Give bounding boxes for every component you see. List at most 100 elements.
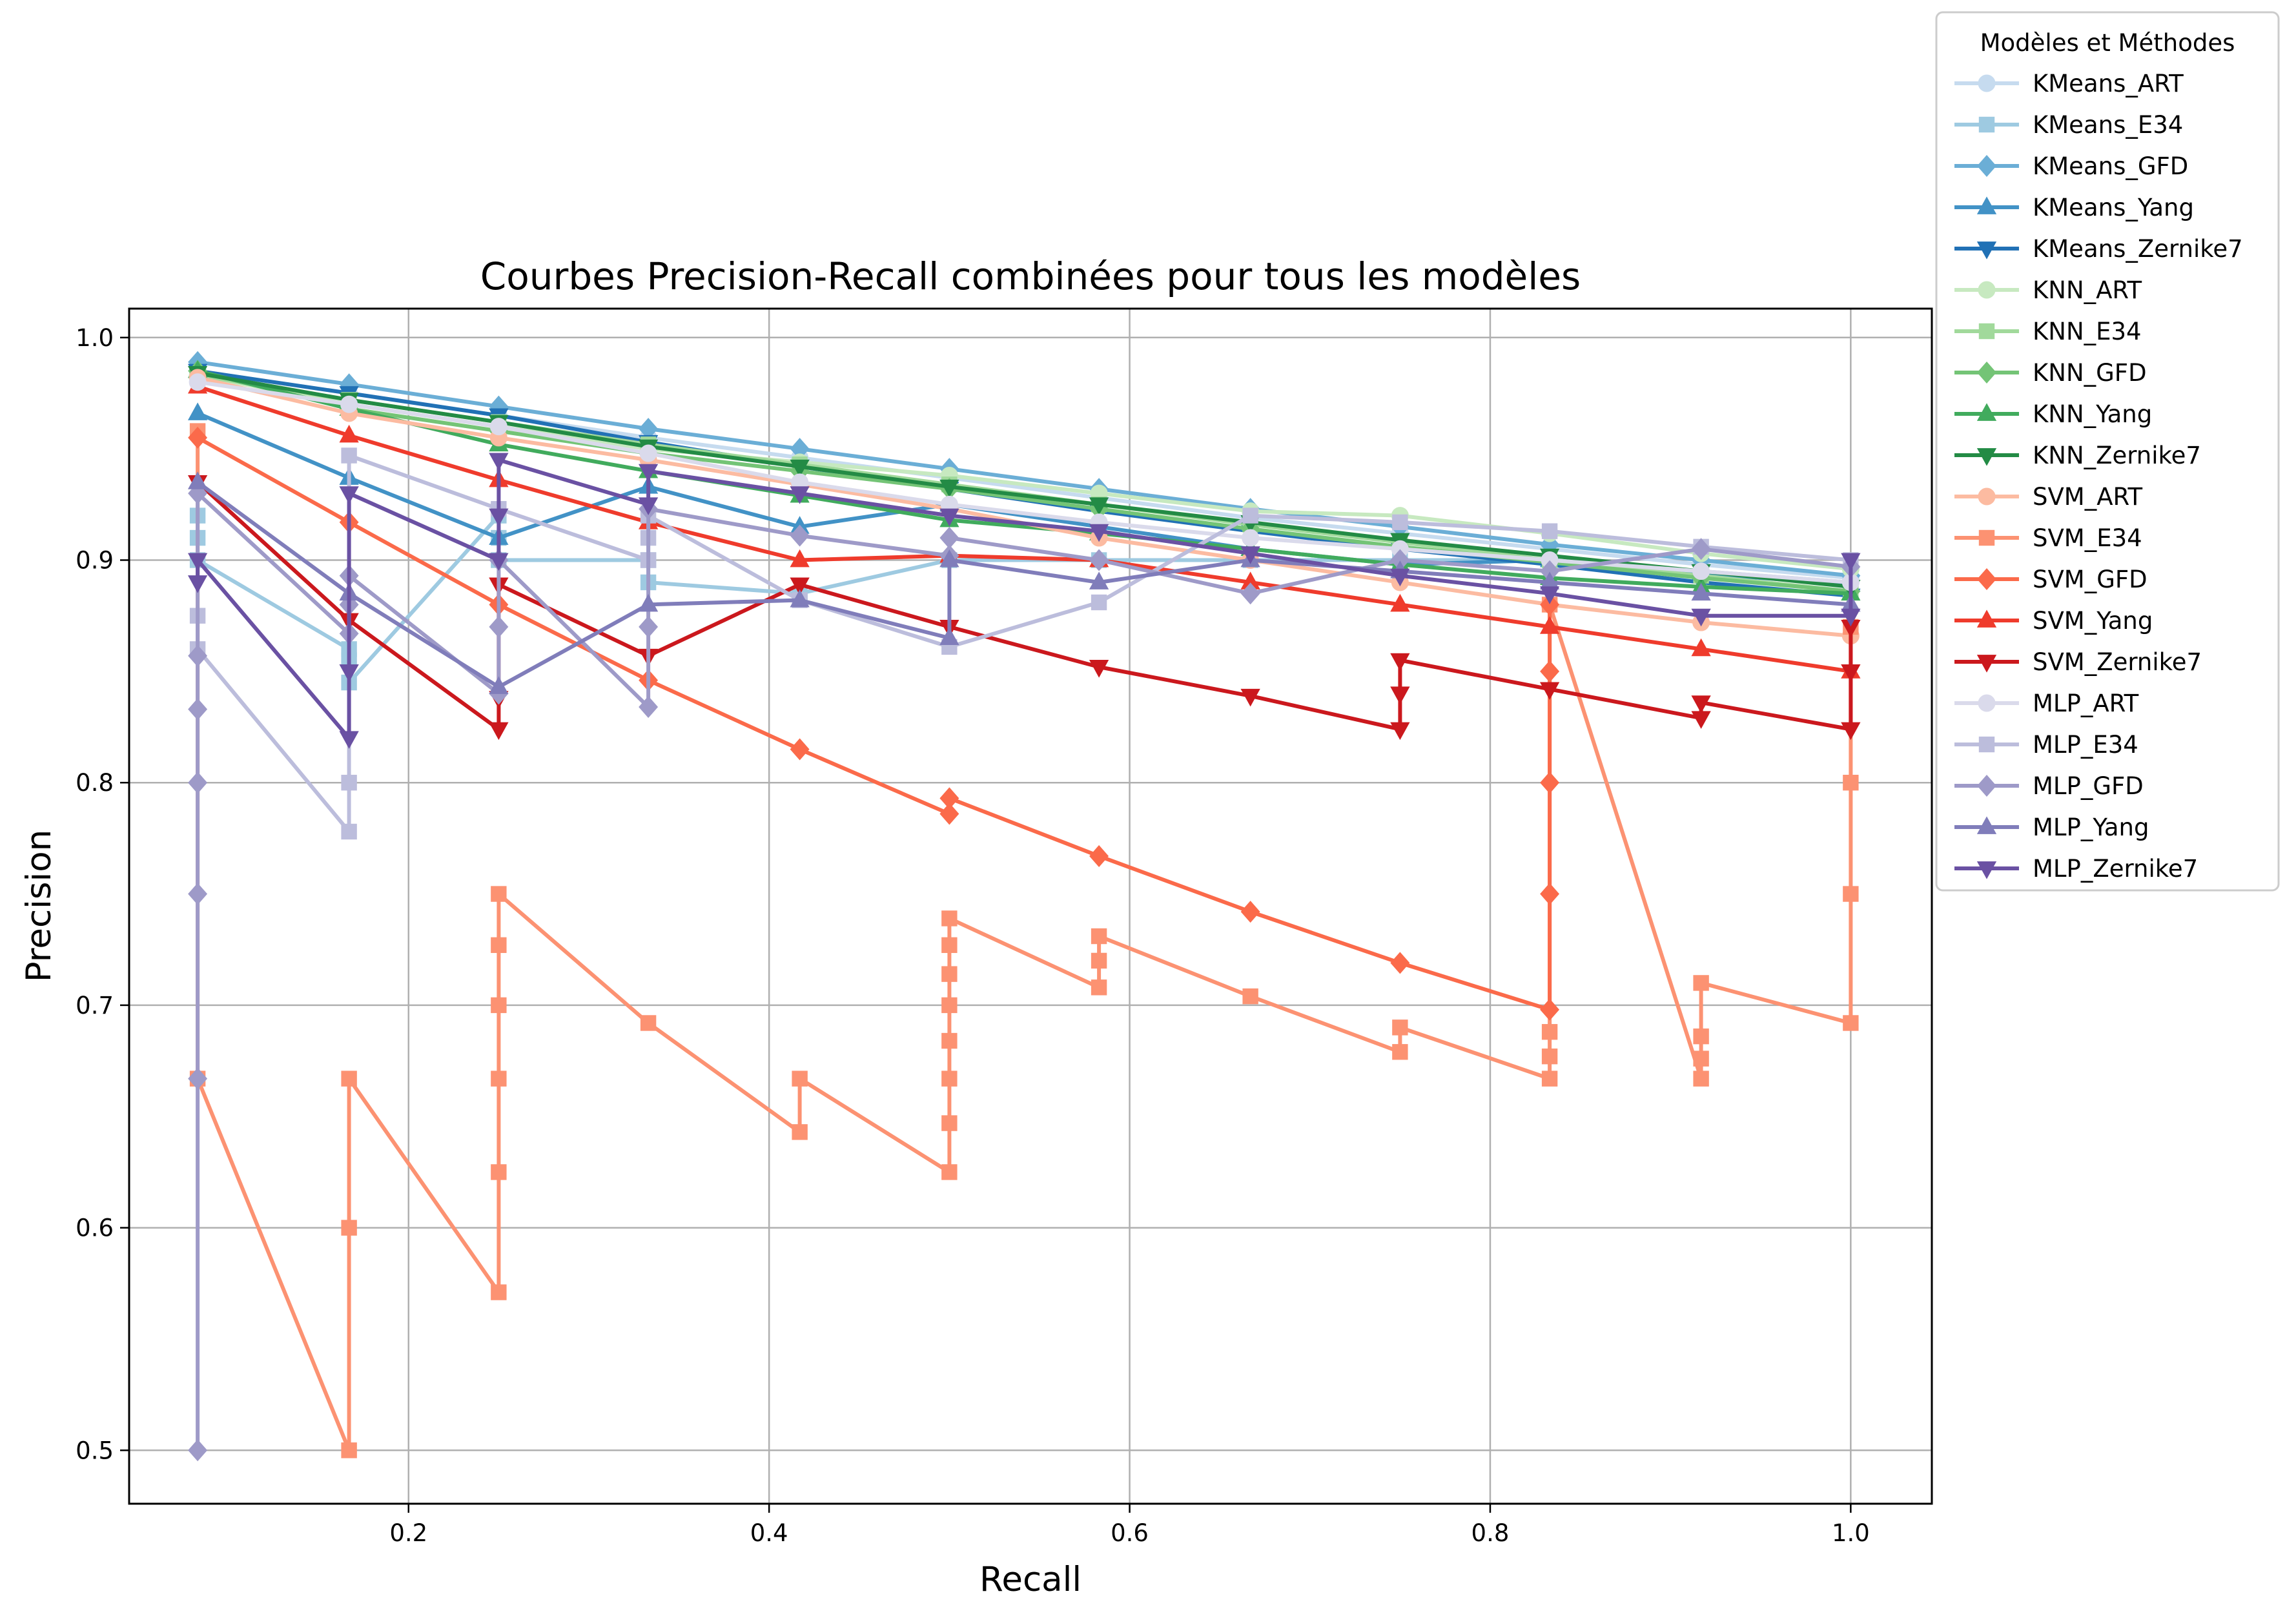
legend-marker <box>1977 568 1996 591</box>
data-point <box>941 1070 958 1087</box>
series-line <box>197 369 1851 593</box>
data-point <box>1089 524 1109 542</box>
series-line <box>197 380 1851 584</box>
legend-item: MLP_ART <box>1954 690 2139 717</box>
data-point <box>1841 608 1861 627</box>
legend-item: KMeans_Zernike7 <box>1954 235 2243 263</box>
data-point <box>1691 608 1711 627</box>
legend-label: KMeans_Yang <box>2033 194 2194 221</box>
legend-label: KNN_GFD <box>2033 359 2147 387</box>
legend-marker <box>1978 281 1996 299</box>
legend-item: KMeans_Yang <box>1954 194 2194 221</box>
legend-label: KNN_E34 <box>2033 318 2142 345</box>
legend-marker <box>1978 487 1996 506</box>
legend-marker <box>1977 154 1996 178</box>
data-point <box>1691 538 1711 560</box>
legend-marker <box>1978 74 1996 92</box>
data-point <box>1390 568 1410 587</box>
x-tick-label: 0.4 <box>750 1519 788 1547</box>
legend-item: MLP_E34 <box>1954 731 2138 759</box>
data-point <box>339 731 359 749</box>
data-point <box>489 418 507 436</box>
data-point <box>939 527 959 549</box>
legend-item: SVM_E34 <box>1954 524 2142 552</box>
data-point <box>188 698 208 721</box>
data-point <box>941 1164 958 1180</box>
legend-label: SVM_ART <box>2033 483 2143 511</box>
data-point <box>941 1115 958 1131</box>
legend-label: KMeans_ART <box>2033 70 2184 97</box>
data-point <box>1089 549 1109 571</box>
data-point <box>1390 952 1410 974</box>
data-point <box>790 738 810 761</box>
data-point <box>491 1284 507 1300</box>
data-point <box>639 695 659 719</box>
data-point <box>1240 546 1260 564</box>
y-tick-label: 0.7 <box>76 992 114 1019</box>
data-point <box>188 426 208 449</box>
data-point <box>941 910 958 927</box>
data-point <box>1692 562 1710 580</box>
data-point <box>188 1067 208 1090</box>
series-line <box>197 384 1851 673</box>
data-point <box>1539 586 1560 604</box>
legend-marker <box>1976 609 1997 628</box>
x-tick-label: 0.2 <box>389 1519 427 1547</box>
data-point <box>1540 998 1560 1021</box>
legend-label: SVM_E34 <box>2033 524 2142 552</box>
data-point <box>1390 593 1410 612</box>
legend-marker <box>1978 116 1995 133</box>
legend-marker <box>1978 529 1995 546</box>
data-point <box>1392 1044 1408 1060</box>
legend-label: MLP_Zernike7 <box>2033 855 2198 883</box>
data-point <box>341 823 357 840</box>
data-point <box>939 803 959 825</box>
data-point <box>1540 660 1560 682</box>
data-point <box>1691 695 1711 713</box>
legend-item: SVM_Yang <box>1954 607 2153 635</box>
data-point <box>188 772 208 794</box>
legend-item: KNN_E34 <box>1954 318 2142 345</box>
data-point <box>489 722 509 741</box>
legend-marker <box>1976 448 1997 466</box>
data-point <box>939 508 959 527</box>
data-point <box>1841 664 1861 682</box>
x-tick-label: 0.8 <box>1471 1519 1510 1547</box>
legend-box <box>1935 11 2280 892</box>
data-point <box>1693 1028 1709 1045</box>
data-point <box>792 1124 808 1140</box>
series-line <box>197 369 1851 596</box>
data-point <box>187 575 208 593</box>
y-tick-label: 0.9 <box>76 547 114 575</box>
legend-item: MLP_Yang <box>1954 814 2149 841</box>
data-point <box>1841 553 1861 571</box>
data-point <box>340 395 358 413</box>
legend-marker <box>1976 196 1997 214</box>
legend-marker <box>1976 655 1997 673</box>
data-point <box>1392 514 1408 531</box>
data-point <box>1392 1019 1408 1036</box>
data-point <box>639 615 659 638</box>
series-svm-yang <box>187 376 1861 679</box>
data-point <box>790 524 810 547</box>
data-point <box>1693 975 1709 991</box>
data-point <box>1539 682 1560 701</box>
legend-label: KNN_ART <box>2033 276 2142 304</box>
data-point <box>1691 582 1711 601</box>
legend-label: SVM_Zernike7 <box>2033 648 2202 676</box>
data-point <box>1541 1048 1558 1065</box>
data-point <box>1242 529 1260 547</box>
data-point <box>941 937 958 954</box>
data-point <box>1091 594 1107 611</box>
legend-item: KNN_Yang <box>1954 400 2152 428</box>
legend-label: MLP_GFD <box>2033 772 2144 800</box>
data-point <box>1390 686 1410 704</box>
legend-label: MLP_ART <box>2033 690 2139 717</box>
data-point <box>1242 507 1258 524</box>
data-point <box>790 549 810 568</box>
data-point <box>188 883 208 905</box>
legend-items: KMeans_ART KMeans_E34 KMeans_GFD KMeans_Yan… <box>1954 70 2243 883</box>
series-mlp-zernike7 <box>187 453 1861 749</box>
data-point <box>489 453 509 471</box>
